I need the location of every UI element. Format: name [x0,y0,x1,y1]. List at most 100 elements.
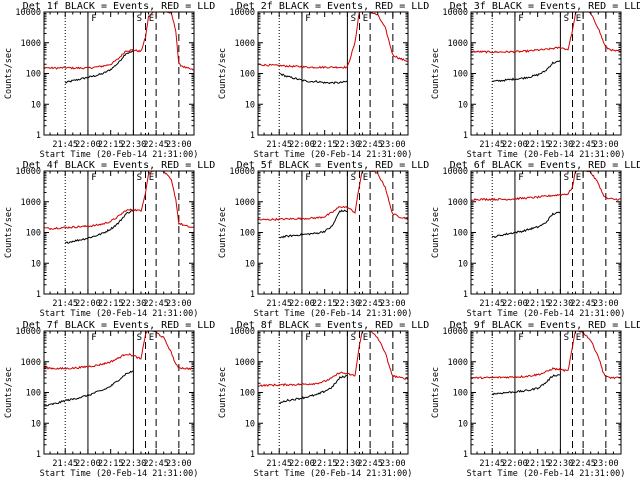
time-marker-label: F [305,14,310,24]
x-tick-label: 22:00 [502,140,528,150]
time-marker-label: S [351,333,356,343]
lld-series-line [470,170,622,202]
y-axis-label: Counts/sec [218,207,228,258]
y-tick-label: 10 [31,100,41,110]
time-marker-label: F [518,14,523,24]
y-tick-label: 1 [36,290,41,300]
y-tick-label: 10000 [229,167,255,177]
x-tick-label: 22:45 [143,459,169,469]
time-marker-label: F [91,173,96,183]
lld-series-line [257,11,408,69]
y-tick-label: 10 [31,259,41,269]
y-axis-label: Counts/sec [218,48,228,99]
y-tick-label: 10000 [442,327,468,337]
detector-panel: Det 9f BLACK = Events, RED = LLD F S E 1 10 10… [431,320,640,479]
x-tick-label: 22:15 [525,140,551,150]
y-tick-label: 1 [250,450,255,460]
y-tick-label: 10000 [229,327,255,337]
time-marker-label: S [564,173,569,183]
x-tick-label: 22:30 [548,459,574,469]
events-series-line [65,209,134,244]
time-marker-label: F [518,333,523,343]
x-axis-label: Start Time (20-Feb-14 21:31:00) [467,150,626,160]
y-tick-label: 100 [240,389,255,399]
x-tick-label: 22:30 [121,299,147,309]
y-axis-label: Counts/sec [218,367,228,418]
x-tick-label: 22:00 [502,459,528,469]
x-axis-label: Start Time (20-Feb-14 21:31:00) [467,469,626,479]
y-tick-label: 1 [463,131,468,141]
x-tick-label: 21:45 [479,299,505,309]
detector-panel: Det 4f BLACK = Events, RED = LLD F S E 1 10 10… [4,160,215,319]
y-tick-label: 1000 [235,39,255,49]
y-tick-label: 1000 [21,358,41,368]
time-marker-label: E [576,173,581,183]
x-tick-label: 22:00 [289,299,315,309]
y-tick-label: 1000 [21,39,41,49]
y-tick-label: 1000 [235,358,255,368]
lld-series-line [257,170,409,221]
time-marker-label: E [576,333,581,343]
x-tick-label: 23:00 [166,299,192,309]
panel-title: Det 2f BLACK = Events, RED = LLD [237,1,430,12]
events-series-line [65,50,134,84]
x-tick-label: 22:45 [570,140,596,150]
y-tick-label: 1000 [21,198,41,208]
x-tick-label: 22:30 [548,299,574,309]
x-tick-label: 22:00 [75,140,101,150]
y-tick-label: 1 [36,450,41,460]
x-tick-label: 22:15 [525,299,551,309]
x-tick-label: 21:45 [266,140,292,150]
time-marker-label: S [351,14,356,24]
x-axis-label: Start Time (20-Feb-14 21:31:00) [40,309,199,319]
detector-panel: Det 7f BLACK = Events, RED = LLD F S E 1 10 10… [4,320,215,479]
y-tick-label: 100 [453,229,468,239]
events-series-line [492,211,561,239]
y-tick-label: 1 [250,290,255,300]
panel-title: Det 7f BLACK = Events, RED = LLD [23,320,216,331]
y-axis-label: Counts/sec [4,207,14,258]
y-tick-label: 1 [463,290,468,300]
detector-panel: Det 5f BLACK = Events, RED = LLD F S E 1 10 10… [218,160,429,319]
x-tick-label: 22:15 [312,299,338,309]
events-series-line [278,374,348,405]
x-tick-label: 22:45 [143,140,169,150]
time-marker-label: S [351,173,356,183]
time-marker-label: F [518,173,523,183]
y-tick-label: 10 [458,419,468,429]
y-tick-label: 10 [458,259,468,269]
y-tick-label: 100 [26,70,41,80]
x-tick-label: 22:00 [75,459,101,469]
x-tick-label: 21:45 [266,459,292,469]
time-marker-label: S [564,333,569,343]
y-tick-label: 10 [245,259,255,269]
x-axis-label: Start Time (20-Feb-14 21:31:00) [254,469,413,479]
x-tick-label: 22:30 [335,299,361,309]
x-tick-label: 22:45 [357,299,383,309]
x-tick-label: 21:45 [52,459,78,469]
x-axis-label: Start Time (20-Feb-14 21:31:00) [40,469,199,479]
x-axis-label: Start Time (20-Feb-14 21:31:00) [254,150,413,160]
panel-title: Det 9f BLACK = Events, RED = LLD [450,320,640,331]
panel-title: Det 4f BLACK = Events, RED = LLD [23,160,216,171]
x-axis-label: Start Time (20-Feb-14 21:31:00) [40,150,199,160]
panel-title: Det 6f BLACK = Events, RED = LLD [450,160,640,171]
y-axis-label: Counts/sec [431,367,441,418]
x-tick-label: 23:00 [380,299,406,309]
x-tick-label: 22:00 [289,459,315,469]
x-tick-label: 23:00 [593,140,619,150]
panel-title: Det 1f BLACK = Events, RED = LLD [23,1,216,12]
lld-series-line [43,170,195,231]
y-axis-label: Counts/sec [4,367,14,418]
detector-panel: Det 8f BLACK = Events, RED = LLD F S E 1 10 10… [218,320,429,479]
y-tick-label: 100 [453,389,468,399]
panel-title: Det 8f BLACK = Events, RED = LLD [237,320,430,331]
x-tick-label: 21:45 [52,299,78,309]
y-tick-label: 100 [240,229,255,239]
x-tick-label: 22:45 [357,459,383,469]
y-axis-label: Counts/sec [4,48,14,99]
x-tick-label: 22:30 [121,140,147,150]
y-tick-label: 1 [36,131,41,141]
panel-title: Det 3f BLACK = Events, RED = LLD [450,1,640,12]
